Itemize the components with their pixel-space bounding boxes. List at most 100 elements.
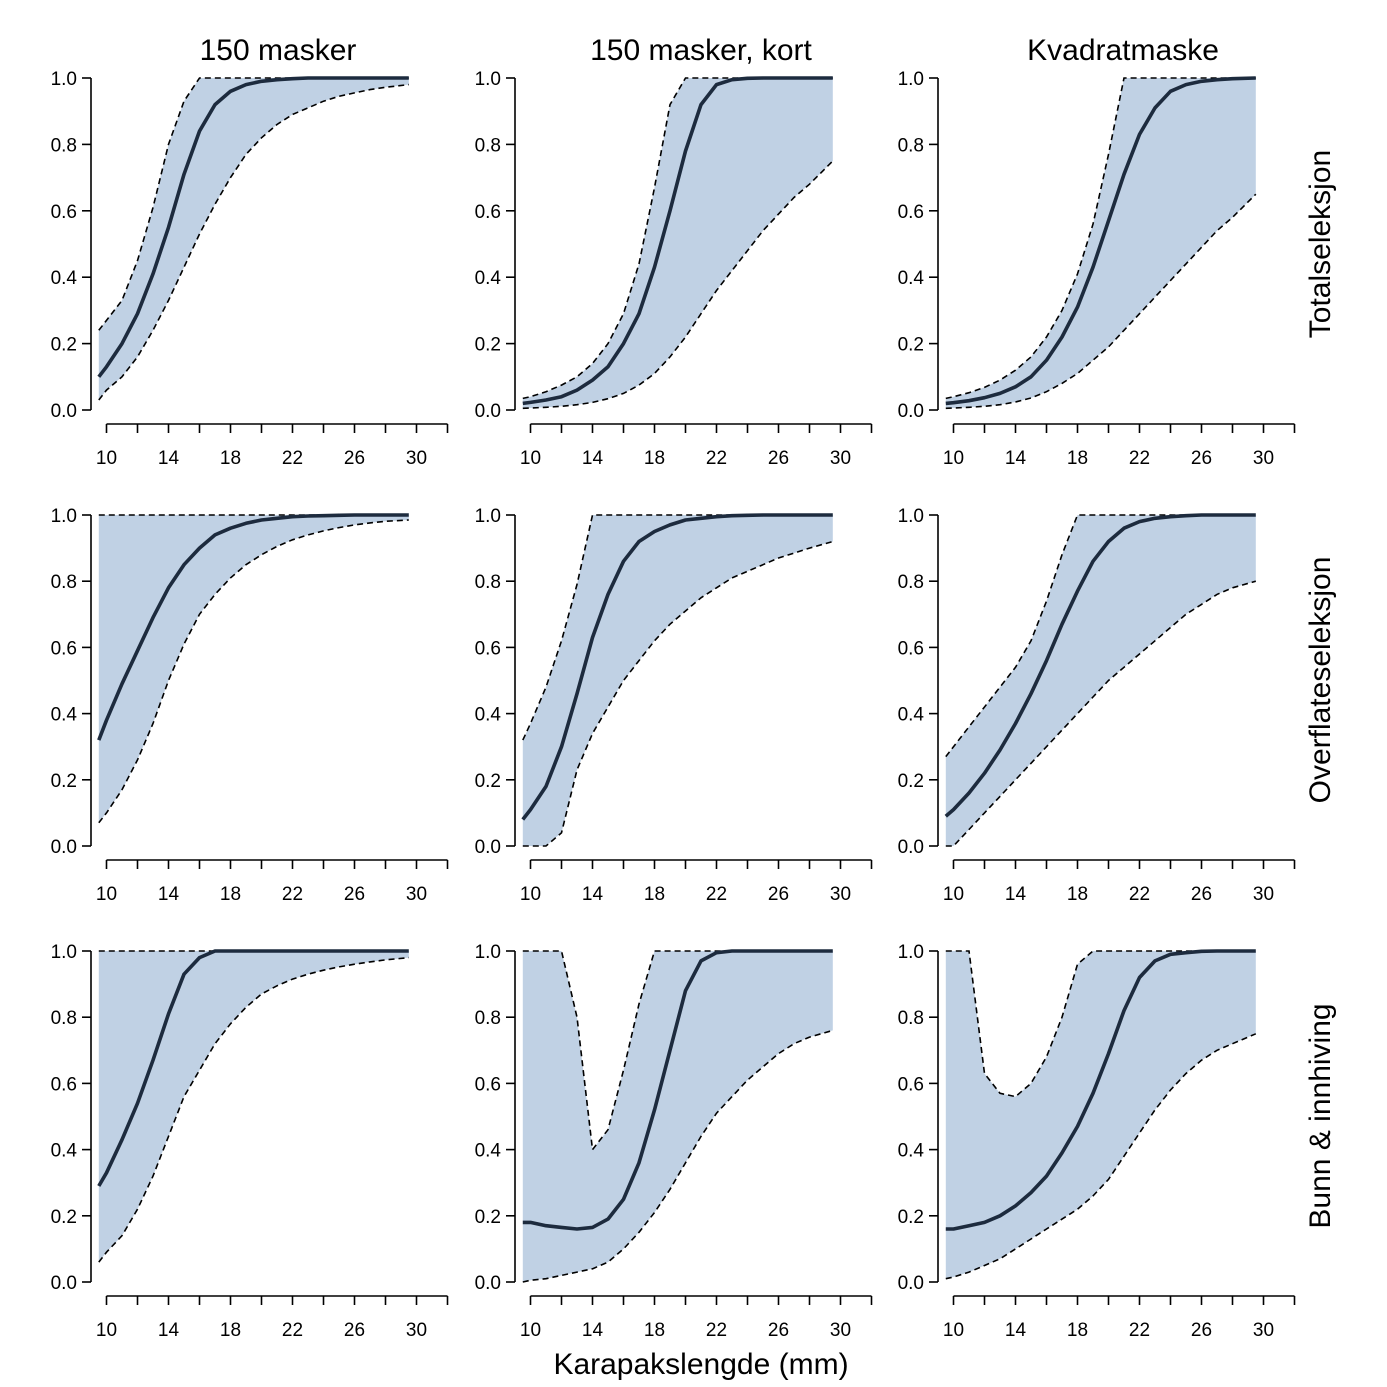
lower-bound-line — [98, 519, 409, 824]
y-tick-label: 0.4 — [475, 705, 502, 726]
x-tick-label: 18 — [644, 448, 665, 469]
lower-bound-line — [98, 956, 409, 1263]
x-tick-label: 22 — [282, 448, 303, 469]
y-tick-label: 0.6 — [475, 1074, 501, 1095]
x-tick-label: 22 — [706, 1320, 727, 1341]
x-tick-label: 18 — [644, 1320, 665, 1341]
fitted-curve — [97, 76, 409, 378]
panel-r2-c3: 0.0 0.2 0.4 0.6 0.8 1.0 10 14 18 22 26 30 — [898, 506, 1296, 905]
y-tick-label: 0.0 — [51, 1273, 77, 1294]
fitted-curve — [945, 949, 1256, 1231]
panels-layer: 0.0 0.2 0.4 0.6 0.8 1.0 10 14 18 22 26 30 0.0 0.2 0.4 0… — [51, 69, 1296, 1341]
x-tick-label: 22 — [1129, 1320, 1150, 1341]
y-tick-label: 0.4 — [51, 268, 78, 289]
y-tick-label: 0.2 — [51, 1207, 77, 1228]
x-tick-label: 10 — [520, 1320, 541, 1341]
confidence-band — [945, 951, 1256, 1279]
y-tick-label: 0.6 — [51, 1074, 77, 1095]
y-tick-label: 1.0 — [898, 69, 924, 90]
x-tick-label: 26 — [768, 884, 789, 905]
y-tick-label: 0.4 — [475, 268, 502, 289]
upper-bound-line — [945, 77, 1256, 400]
row-title-3: Bunn & innhiving — [1304, 1003, 1337, 1228]
y-tick-label: 0.8 — [475, 135, 501, 156]
x-tick-label: 22 — [1129, 448, 1150, 469]
y-tick-label: 0.0 — [475, 1273, 501, 1294]
lower-bound-line — [945, 193, 1257, 410]
x-tick-label: 10 — [96, 884, 117, 905]
panel-r3-c3: 0.0 0.2 0.4 0.6 0.8 1.0 10 14 18 22 26 30 — [898, 942, 1296, 1341]
panel-r1-c3: 0.0 0.2 0.4 0.6 0.8 1.0 10 14 18 22 26 30 — [898, 69, 1296, 469]
x-axis-label: Karapakslengde (mm) — [553, 1348, 848, 1381]
y-tick-label: 0.4 — [898, 705, 925, 726]
x-tick-label: 10 — [943, 448, 964, 469]
panel-r2-c1: 0.0 0.2 0.4 0.6 0.8 1.0 10 14 18 22 26 30 — [51, 506, 449, 905]
y-tick-label: 1.0 — [51, 69, 77, 90]
y-tick-label: 0.4 — [51, 705, 78, 726]
x-tick-label: 30 — [830, 1320, 851, 1341]
upper-bound-line — [945, 514, 1256, 758]
x-tick-label: 26 — [768, 448, 789, 469]
panel-r2-c2: 0.0 0.2 0.4 0.6 0.8 1.0 10 14 18 22 26 30 — [475, 506, 873, 905]
x-tick-label: 18 — [220, 884, 241, 905]
x-tick-label: 30 — [406, 448, 427, 469]
x-tick-label: 14 — [158, 1320, 180, 1341]
y-tick-label: 0.0 — [51, 837, 77, 858]
x-tick-label: 10 — [96, 448, 117, 469]
x-tick-label: 18 — [644, 884, 665, 905]
x-tick-label: 30 — [406, 884, 427, 905]
y-tick-label: 1.0 — [475, 69, 501, 90]
x-tick-label: 18 — [1067, 884, 1088, 905]
fitted-curve — [522, 76, 833, 406]
confidence-band — [522, 78, 833, 409]
y-tick-label: 0.6 — [898, 638, 924, 659]
x-tick-label: 26 — [1191, 884, 1212, 905]
confidence-band — [522, 951, 833, 1282]
x-tick-label: 30 — [1253, 1320, 1274, 1341]
y-tick-label: 0.2 — [475, 335, 501, 356]
y-tick-label: 1.0 — [51, 942, 77, 963]
y-tick-label: 0.0 — [51, 401, 77, 422]
x-tick-label: 14 — [582, 1320, 604, 1341]
y-tick-label: 1.0 — [475, 942, 501, 963]
y-tick-label: 0.2 — [51, 771, 77, 792]
y-tick-label: 1.0 — [898, 942, 924, 963]
x-tick-label: 18 — [1067, 448, 1088, 469]
fitted-curve — [97, 513, 409, 741]
y-tick-label: 0.8 — [898, 1008, 924, 1029]
x-tick-label: 22 — [1129, 884, 1150, 905]
x-tick-label: 30 — [830, 884, 851, 905]
y-tick-label: 0.0 — [898, 837, 924, 858]
column-title-3: Kvadratmaske — [1027, 34, 1219, 67]
x-tick-label: 22 — [282, 884, 303, 905]
x-tick-label: 10 — [943, 884, 964, 905]
x-tick-label: 22 — [706, 448, 727, 469]
x-tick-label: 18 — [220, 448, 241, 469]
x-tick-label: 30 — [1253, 884, 1274, 905]
fitted-curve — [945, 76, 1256, 406]
y-tick-label: 0.8 — [51, 135, 77, 156]
upper-bound-line — [522, 950, 833, 1152]
lower-bound-line — [945, 580, 1257, 847]
confidence-band — [98, 951, 409, 1263]
panel-r3-c1: 0.0 0.2 0.4 0.6 0.8 1.0 10 14 18 22 26 30 — [51, 942, 449, 1341]
x-tick-label: 30 — [830, 448, 851, 469]
fitted-curve — [521, 513, 833, 821]
y-tick-label: 0.8 — [475, 1008, 501, 1029]
upper-bound-line — [522, 514, 833, 741]
x-tick-label: 14 — [158, 448, 180, 469]
x-tick-label: 18 — [220, 1320, 241, 1341]
lower-bound-line — [522, 540, 834, 847]
x-tick-label: 14 — [582, 884, 604, 905]
y-tick-label: 0.4 — [475, 1141, 502, 1162]
y-tick-label: 0.4 — [51, 1141, 78, 1162]
y-tick-label: 0.2 — [475, 771, 501, 792]
y-tick-label: 0.4 — [898, 268, 925, 289]
y-tick-label: 0.2 — [898, 1207, 924, 1228]
y-tick-label: 1.0 — [898, 506, 924, 527]
x-tick-label: 10 — [520, 884, 541, 905]
column-title-1: 150 masker — [200, 34, 357, 67]
y-tick-label: 0.8 — [898, 572, 924, 593]
y-tick-label: 0.2 — [51, 335, 77, 356]
